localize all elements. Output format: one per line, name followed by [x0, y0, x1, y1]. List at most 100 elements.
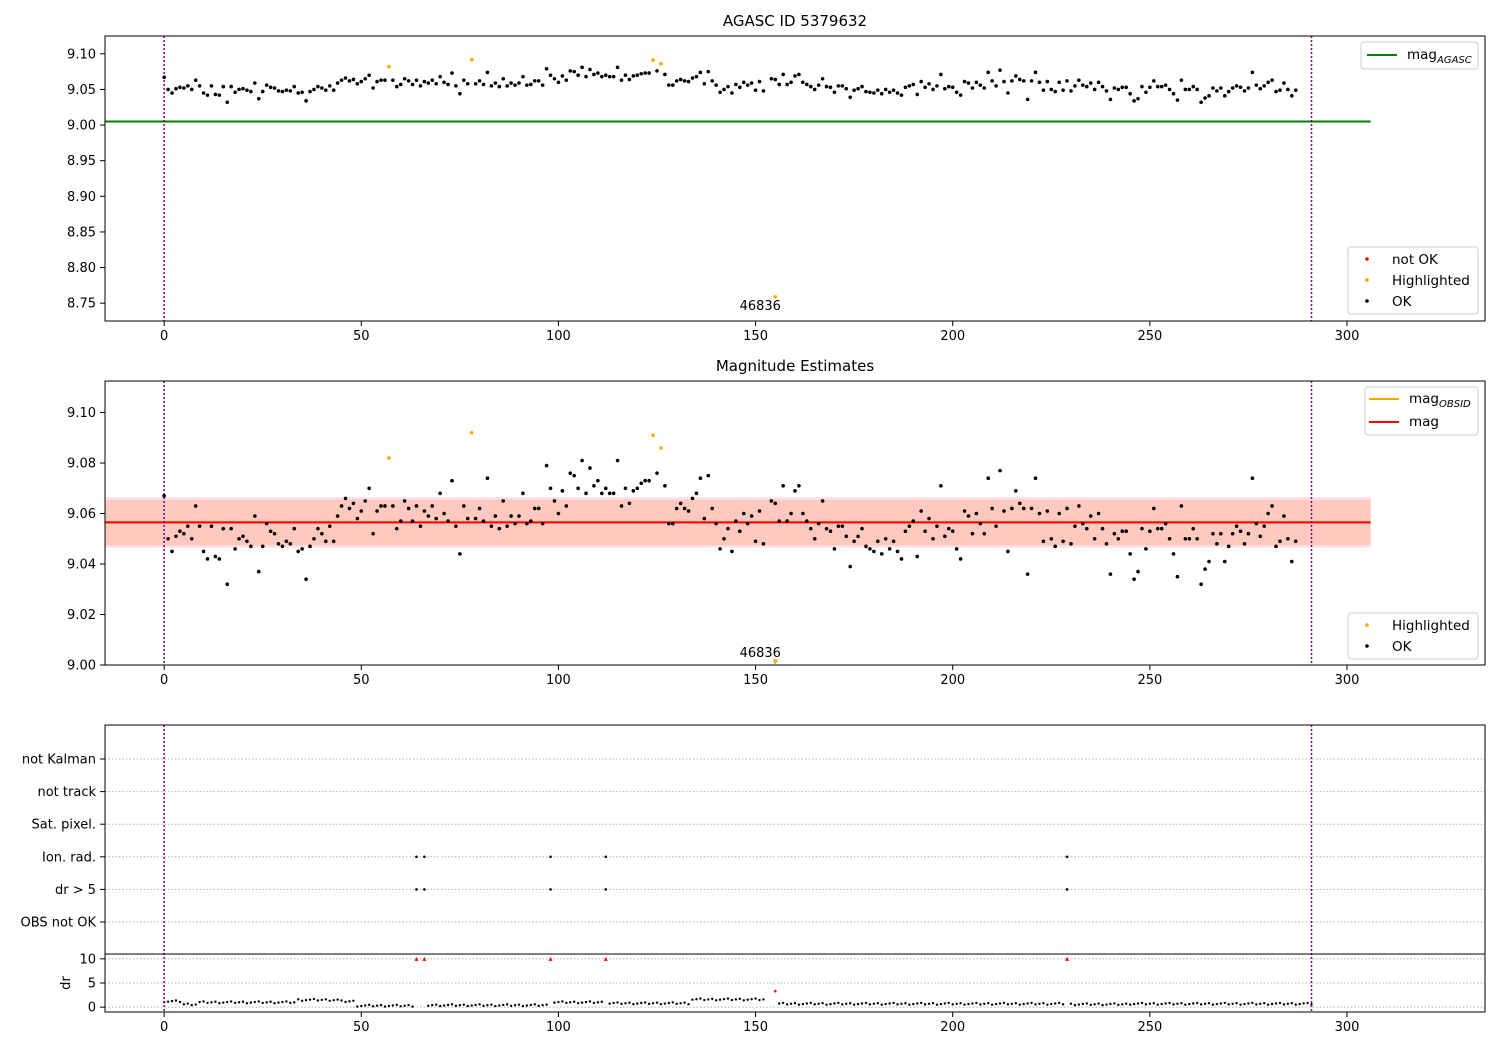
mag-point	[757, 509, 762, 513]
agasc-point	[308, 89, 312, 94]
mag-point	[1037, 511, 1042, 516]
mag-point	[1167, 536, 1172, 541]
agasc-point	[781, 72, 785, 77]
dr-point	[1243, 1002, 1246, 1006]
mag-point	[1230, 531, 1235, 536]
mag-point	[197, 524, 202, 528]
mag-point	[383, 504, 387, 508]
agasc-point	[899, 93, 904, 97]
dr-point	[943, 1002, 947, 1005]
mag-point	[927, 516, 931, 521]
mag-point	[1132, 577, 1136, 581]
agasc-point	[1073, 84, 1077, 88]
mag-point	[931, 536, 935, 541]
dr-point	[166, 1000, 170, 1003]
agasc-point	[1175, 98, 1180, 102]
mag-point	[734, 519, 738, 523]
flags-x-tick-label: 250	[1137, 1020, 1162, 1035]
agasc-point	[1215, 89, 1219, 93]
dr-point	[194, 1003, 197, 1006]
dr-point	[360, 1004, 363, 1008]
dr-point	[210, 1001, 213, 1004]
agasc-point	[1226, 89, 1231, 94]
mag-point	[1282, 514, 1286, 518]
dr-point	[336, 998, 339, 1001]
agasc-point	[473, 81, 478, 86]
mag-point	[1290, 559, 1294, 564]
mag-point	[1171, 552, 1176, 556]
agasc-point	[1104, 89, 1109, 93]
agasc-point	[233, 90, 237, 95]
dr-point	[939, 1002, 943, 1006]
mag-point	[903, 529, 908, 534]
mag-point	[710, 506, 714, 511]
dr-point	[1057, 1001, 1061, 1005]
dr-point	[655, 1001, 659, 1004]
dr-point	[892, 1001, 895, 1005]
dr-point	[1042, 1002, 1045, 1005]
mag-point	[848, 564, 852, 569]
agasc-point	[1025, 97, 1030, 102]
dr-point	[876, 1002, 879, 1005]
agasc-point	[178, 85, 182, 90]
agasc-point	[615, 65, 620, 70]
agasc-point	[1282, 81, 1286, 85]
mag-outlier-marker	[772, 659, 779, 665]
mag-point	[950, 529, 955, 534]
agasc-point	[1254, 83, 1259, 87]
mag-point	[588, 466, 592, 470]
agasc-point-legend-box	[1347, 246, 1479, 315]
mag-point	[1246, 531, 1251, 536]
mag-point	[844, 534, 849, 539]
dr-point	[927, 1002, 931, 1005]
dr-point	[517, 1003, 521, 1006]
mag-point	[797, 483, 801, 488]
dr-point	[837, 1001, 840, 1005]
mag-point	[193, 504, 198, 508]
mag-point	[1049, 536, 1054, 541]
agasc-point	[903, 85, 908, 90]
mag-point	[702, 516, 707, 521]
agasc-point	[288, 89, 293, 93]
mag-point	[974, 511, 979, 516]
dr-point	[1089, 1003, 1092, 1007]
mag-y-tick-label: 9.02	[67, 608, 96, 623]
dr-point	[841, 1003, 844, 1006]
agasc-point	[1144, 90, 1148, 95]
panel-magnitude-title: Magnitude Estimates	[716, 357, 874, 375]
agasc-point	[694, 74, 699, 79]
dr-point	[206, 1001, 209, 1005]
dr-point	[643, 1001, 647, 1004]
mag-point	[824, 526, 829, 531]
dr-point	[726, 997, 730, 1000]
dr-point	[482, 1004, 485, 1008]
mag-legend-marker	[1365, 644, 1369, 648]
agasc-point	[410, 82, 415, 87]
agasc-point	[517, 81, 521, 85]
mag-point	[288, 542, 293, 546]
agasc-point	[1155, 84, 1160, 89]
dr-point	[1184, 1003, 1187, 1006]
agasc-point	[978, 83, 983, 87]
dr-point	[632, 1002, 635, 1006]
mag-point	[331, 539, 336, 544]
agasc-point	[718, 90, 722, 95]
dr-point	[746, 998, 749, 1001]
mag-point	[966, 514, 971, 518]
mag-point	[1010, 506, 1014, 511]
agasc-point	[769, 76, 774, 81]
mag-point	[1266, 511, 1270, 516]
mag-point	[1155, 526, 1160, 531]
dr-point	[667, 1001, 671, 1005]
agasc-point	[883, 87, 888, 92]
agasc-point	[1159, 84, 1164, 89]
mag-point	[674, 506, 679, 511]
dr-point	[699, 997, 702, 1000]
dr-point	[722, 997, 726, 1001]
panel-magnitude: Magnitude Estimates 9.00 9.02 9.04 9.06 9.08 9…	[67, 357, 1486, 688]
agasc-point	[209, 84, 214, 88]
dr-point	[253, 1000, 257, 1004]
mag-point	[773, 501, 778, 506]
agasc-point	[730, 91, 734, 95]
dr-point	[300, 999, 304, 1002]
